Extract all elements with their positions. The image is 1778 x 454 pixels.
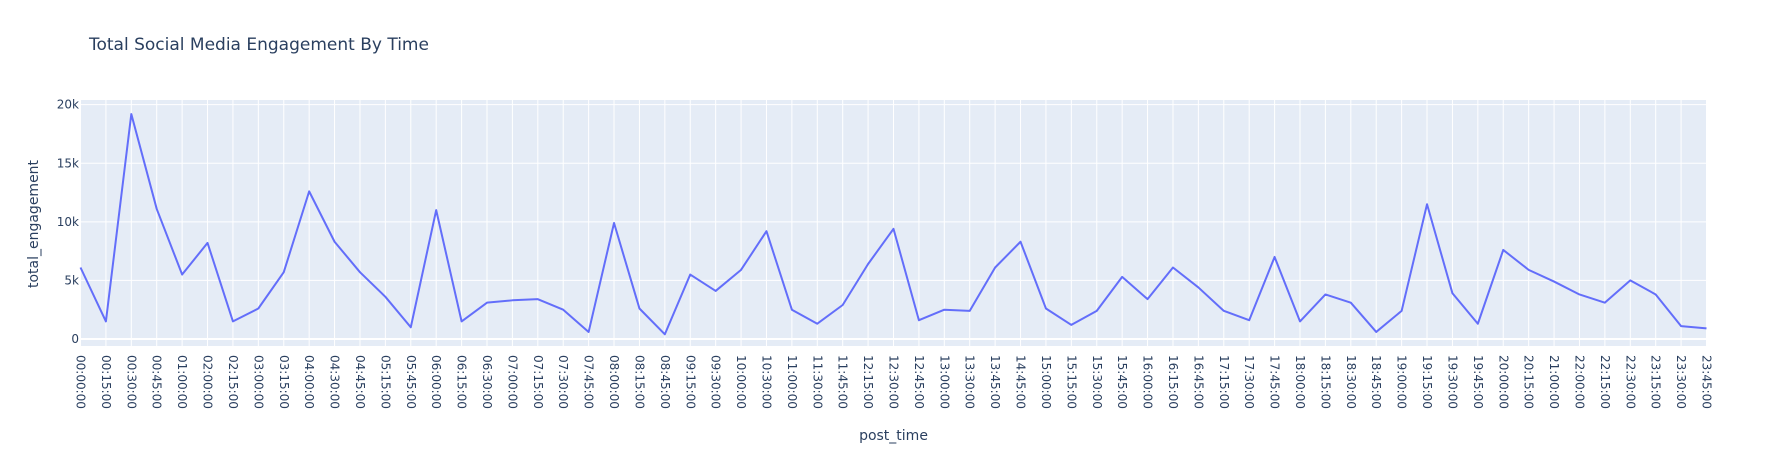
x-tick-label: 03:15:00 [277, 355, 291, 409]
x-tick-label: 21:00:00 [1547, 355, 1561, 409]
x-tick-label: 10:30:00 [759, 355, 773, 409]
y-tick-label: 20k [57, 98, 79, 112]
y-axis: 0 5k 10k 15k 20k [57, 98, 79, 346]
x-tick-label: 18:45:00 [1369, 355, 1383, 409]
x-tick-label: 16:15:00 [1166, 355, 1180, 409]
x-tick-label: 11:45:00 [836, 355, 850, 409]
x-tick-label: 19:45:00 [1471, 355, 1485, 409]
x-tick-label: 00:15:00 [99, 355, 113, 409]
x-tick-label: 02:15:00 [226, 355, 240, 409]
chart-title: Total Social Media Engagement By Time [88, 35, 429, 55]
x-tick-label: 23:15:00 [1649, 355, 1663, 409]
x-tick-label: 00:00:00 [74, 355, 88, 409]
x-axis-title: post_time [859, 428, 928, 444]
x-tick-label: 11:00:00 [785, 355, 799, 409]
x-tick-label: 19:00:00 [1395, 355, 1409, 409]
x-tick-label: 04:45:00 [353, 355, 367, 409]
x-tick-label: 04:00:00 [302, 355, 316, 409]
x-tick-label: 13:45:00 [988, 355, 1002, 409]
x-tick-label: 16:45:00 [1191, 355, 1205, 409]
y-tick-label: 0 [71, 332, 79, 346]
x-tick-label: 15:30:00 [1090, 355, 1104, 409]
x-tick-label: 00:45:00 [150, 355, 164, 409]
x-tick-label: 18:00:00 [1293, 355, 1307, 409]
x-tick-label: 13:00:00 [937, 355, 951, 409]
x-tick-label: 06:00:00 [429, 355, 443, 409]
x-tick-label: 22:15:00 [1598, 355, 1612, 409]
x-tick-label: 04:30:00 [328, 355, 342, 409]
x-tick-label: 08:00:00 [607, 355, 621, 409]
x-tick-label: 20:00:00 [1496, 355, 1510, 409]
x-tick-label: 13:30:00 [963, 355, 977, 409]
x-tick-label: 10:00:00 [734, 355, 748, 409]
x-tick-label: 16:00:00 [1141, 355, 1155, 409]
series-layer [79, 113, 1707, 336]
x-tick-label: 02:00:00 [201, 355, 215, 409]
x-tick-label: 06:30:00 [480, 355, 494, 409]
x-tick-label: 00:30:00 [124, 355, 138, 409]
x-tick-label: 09:30:00 [709, 355, 723, 409]
grid [80, 100, 1707, 346]
x-tick-label: 15:45:00 [1115, 355, 1129, 409]
x-tick-label: 17:15:00 [1217, 355, 1231, 409]
x-tick-label: 06:15:00 [455, 355, 469, 409]
x-tick-label: 14:45:00 [1014, 355, 1028, 409]
x-tick-label: 05:15:00 [378, 355, 392, 409]
x-tick-label: 17:45:00 [1268, 355, 1282, 409]
x-tick-label: 23:45:00 [1700, 355, 1714, 409]
x-tick-label: 18:15:00 [1318, 355, 1332, 409]
x-tick-label: 08:45:00 [658, 355, 672, 409]
x-tick-label: 20:15:00 [1522, 355, 1536, 409]
x-tick-label: 07:45:00 [582, 355, 596, 409]
x-tick-label: 07:00:00 [505, 355, 519, 409]
x-tick-label: 07:30:00 [556, 355, 570, 409]
y-tick-label: 10k [57, 215, 79, 229]
x-tick-label: 23:30:00 [1674, 355, 1688, 409]
x-tick-label: 22:30:00 [1623, 355, 1637, 409]
x-tick-label: 18:30:00 [1344, 355, 1358, 409]
series-line [79, 113, 1707, 336]
x-tick-label: 08:15:00 [632, 355, 646, 409]
x-tick-label: 03:00:00 [251, 355, 265, 409]
x-tick-label: 19:30:00 [1445, 355, 1459, 409]
x-tick-label: 19:15:00 [1420, 355, 1434, 409]
x-tick-label: 15:00:00 [1039, 355, 1053, 409]
x-tick-label: 11:30:00 [810, 355, 824, 409]
y-tick-label: 15k [57, 156, 79, 170]
x-tick-label: 22:00:00 [1572, 355, 1586, 409]
x-tick-label: 07:15:00 [531, 355, 545, 409]
x-axis: 00:00:00 00:15:00 00:30:00 00:45:00 01:00:00… [74, 355, 1714, 409]
x-tick-label: 12:30:00 [887, 355, 901, 409]
x-tick-label: 17:30:00 [1242, 355, 1256, 409]
y-axis-title: total_engagement [26, 159, 42, 288]
x-tick-label: 12:15:00 [861, 355, 875, 409]
x-tick-label: 05:45:00 [404, 355, 418, 409]
x-tick-label: 12:45:00 [912, 355, 926, 409]
x-tick-label: 09:15:00 [683, 355, 697, 409]
y-tick-label: 5k [64, 273, 79, 287]
x-tick-label: 15:15:00 [1064, 355, 1078, 409]
x-tick-label: 01:00:00 [175, 355, 189, 409]
